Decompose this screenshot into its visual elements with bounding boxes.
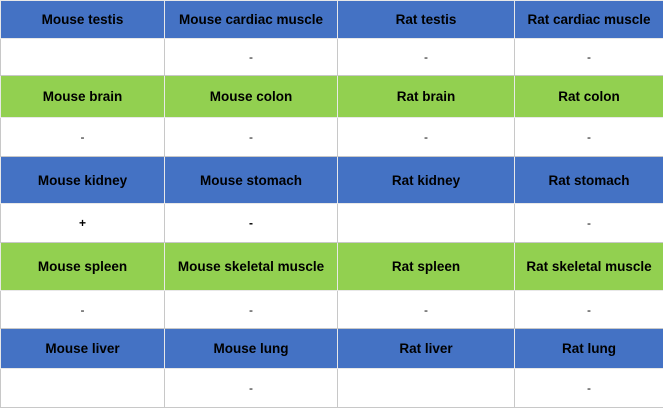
result-cell: - xyxy=(165,39,338,76)
result-row: ---- xyxy=(1,118,663,157)
tissue-cell: Rat colon xyxy=(515,76,663,118)
tissue-cell: Mouse stomach xyxy=(165,157,338,204)
result-cell: - xyxy=(515,118,663,157)
result-cell: - xyxy=(165,118,338,157)
result-row: --- xyxy=(1,39,663,76)
tissue-cell: Rat spleen xyxy=(338,243,515,291)
result-cell: - xyxy=(1,291,165,329)
tissue-cell: Rat kidney xyxy=(338,157,515,204)
result-cell: - xyxy=(165,204,338,243)
tissue-cell: Rat liver xyxy=(338,329,515,369)
tissue-cell: Mouse colon xyxy=(165,76,338,118)
result-cell: - xyxy=(515,39,663,76)
result-cell: - xyxy=(165,369,338,408)
result-cell: + xyxy=(1,204,165,243)
tissue-cell: Rat cardiac muscle xyxy=(515,1,663,39)
tissue-cell: Rat skeletal muscle xyxy=(515,243,663,291)
tissue-cell: Mouse testis xyxy=(1,1,165,39)
tissue-cell: Rat brain xyxy=(338,76,515,118)
result-cell xyxy=(1,369,165,408)
result-cell xyxy=(338,204,515,243)
result-cell: - xyxy=(338,118,515,157)
tissue-cell: Rat lung xyxy=(515,329,663,369)
result-row: ---- xyxy=(1,291,663,329)
tissue-cell: Mouse liver xyxy=(1,329,165,369)
tissue-cell: Mouse lung xyxy=(165,329,338,369)
result-cell: - xyxy=(515,204,663,243)
result-cell: - xyxy=(338,39,515,76)
tissue-cell: Mouse kidney xyxy=(1,157,165,204)
tissue-cell: Mouse cardiac muscle xyxy=(165,1,338,39)
result-cell: - xyxy=(515,291,663,329)
result-cell: - xyxy=(165,291,338,329)
result-cell: - xyxy=(338,291,515,329)
result-cell xyxy=(338,369,515,408)
result-cell: - xyxy=(1,118,165,157)
tissue-cell: Mouse brain xyxy=(1,76,165,118)
tissue-cell: Rat stomach xyxy=(515,157,663,204)
result-row: +-- xyxy=(1,204,663,243)
result-cell xyxy=(1,39,165,76)
tissue-cell: Rat testis xyxy=(338,1,515,39)
tissue-cell: Mouse skeletal muscle xyxy=(165,243,338,291)
result-row: -- xyxy=(1,369,663,408)
tissue-cell: Mouse spleen xyxy=(1,243,165,291)
result-cell: - xyxy=(515,369,663,408)
